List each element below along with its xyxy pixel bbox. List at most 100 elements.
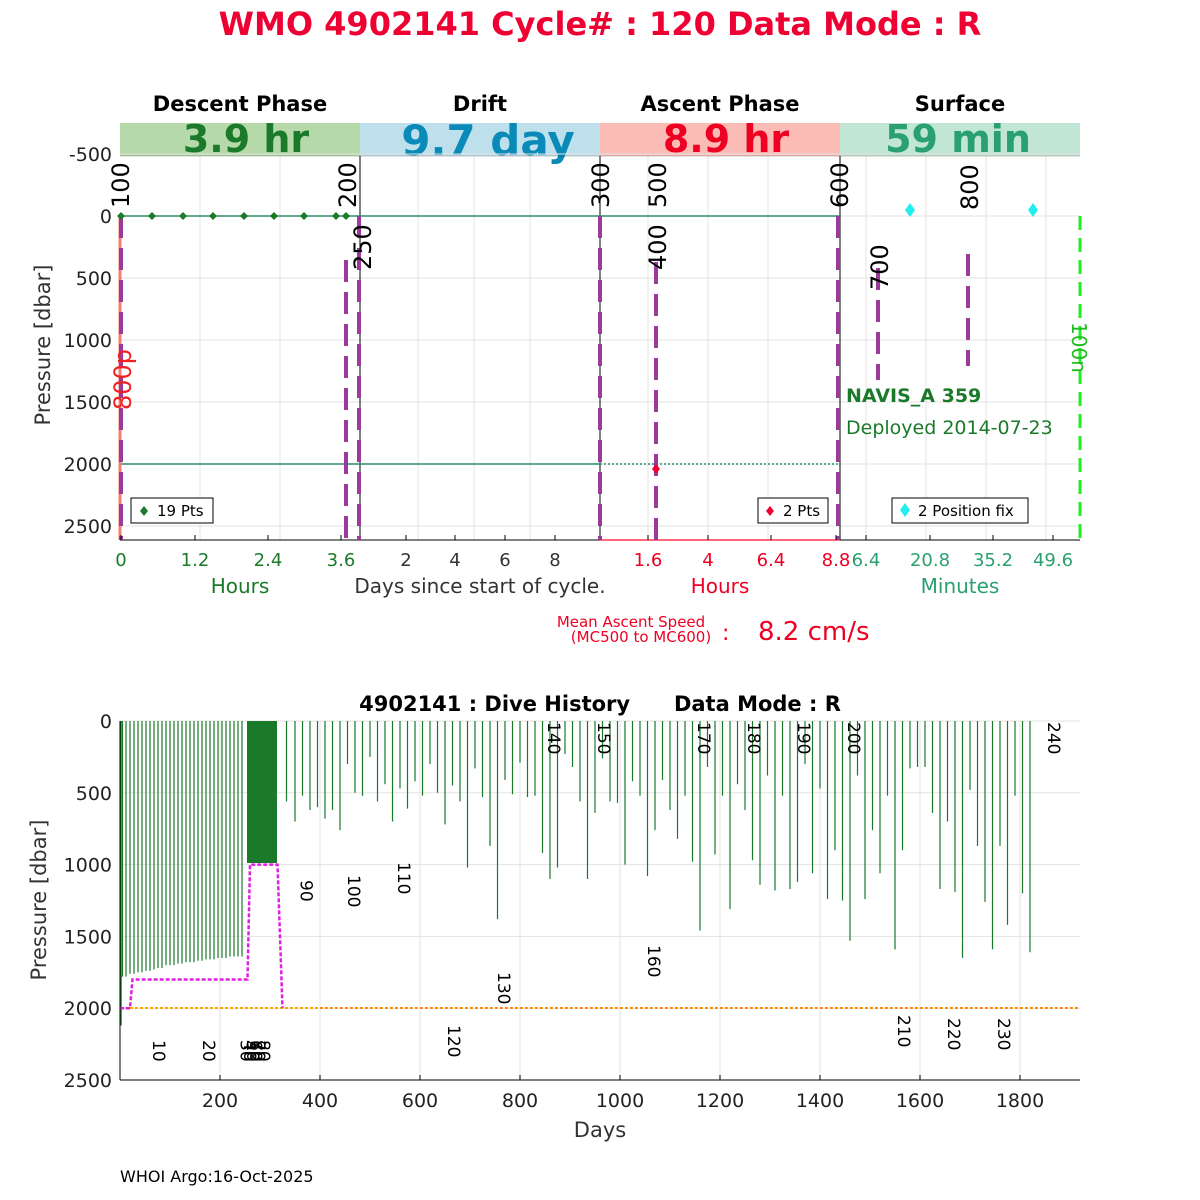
xlabel-drift: Days since start of cycle. (354, 574, 605, 598)
bottom-x-tick-label: 200 (202, 1090, 238, 1112)
top-x-tick-label: 3.6 (327, 550, 356, 571)
xlabel-surface: Minutes (921, 574, 1000, 598)
top-y-tick-label: 0 (100, 206, 112, 228)
page-title: WMO 4902141 Cycle# : 120 Data Mode : R (219, 5, 982, 43)
legend-surface-marker (900, 503, 910, 517)
mc-label-400: 400 (644, 224, 672, 270)
cycle-number-label: 190 (793, 722, 813, 754)
cycle-number-label: 160 (643, 945, 663, 977)
mc-label-800: 800 (956, 164, 984, 210)
cycle-number-label: 150 (593, 722, 613, 754)
bottom-x-tick-label: 1200 (696, 1090, 744, 1112)
descent-points (117, 212, 350, 220)
position-fix-2 (1028, 203, 1038, 217)
cycle-number-label: 200 (843, 722, 863, 754)
descent-point (300, 212, 308, 220)
bottom-x-tick-label: 800 (502, 1090, 538, 1112)
top-y-tick-label: 1500 (64, 392, 112, 414)
mc-label-600: 600 (826, 162, 854, 208)
phase-banner-surface (840, 123, 1080, 156)
top-x-tick-label: 8 (549, 550, 560, 571)
top-x-tick-label: 6 (499, 550, 510, 571)
dive-history-title: 4902141 : Dive History Data Mode : R (359, 692, 841, 716)
top-x-ticks: 0 1.2 2.4 3.6 2 4 6 8 1.6 4 6.4 8.8 6.4 20.8 35.2 49.6 (115, 535, 1073, 571)
top-x-tick-label: 4 (702, 550, 713, 571)
top-x-tick-label: 20.8 (910, 550, 950, 571)
cycle-number-label: 80 (253, 1040, 273, 1062)
cycle-number-label: 30 (236, 1040, 256, 1062)
xlabel-ascent: Hours (691, 574, 750, 598)
bottom-x-axis-label: Days (574, 1118, 626, 1142)
top-y-tick-label: 2500 (64, 516, 112, 538)
top-x-tick-label: 4 (449, 550, 460, 571)
mean-ascent-value: 8.2 cm/s (758, 617, 870, 647)
cycle-number-label: 210 (893, 1015, 913, 1047)
position-fix-1 (905, 203, 915, 217)
bottom-x-tick-label: 1400 (796, 1090, 844, 1112)
phase-banner-ascent (600, 123, 840, 156)
legend-descent-marker (140, 506, 148, 516)
descent-point (148, 212, 156, 220)
bottom-x-tick-label: 1800 (996, 1090, 1044, 1112)
cycle-number-label: 10 (148, 1040, 168, 1062)
cycle-number-label: 130 (493, 972, 513, 1004)
bottom-y-tick-label: 0 (100, 711, 112, 733)
cycle-number-label: 40 (239, 1040, 259, 1062)
cycle-number-label: 110 (393, 862, 413, 894)
top-y-tick-label: 1000 (64, 330, 112, 352)
top-y-ticks: -500 0 500 1000 1500 2000 2500 (64, 144, 112, 538)
legend-surface-box (891, 497, 1029, 524)
phase-label-ascent: Ascent Phase (641, 92, 800, 116)
deployed-date: Deployed 2014-07-23 (846, 417, 1053, 439)
cycle-number-label: 170 (693, 722, 713, 754)
bottom-x-tick-label: 1600 (896, 1090, 944, 1112)
cycle-number-label: 50 (242, 1040, 262, 1062)
mean-ascent-label-2: (MC500 to MC600) (571, 628, 711, 646)
phase-banner-drift (360, 123, 600, 156)
cycle-number-label: 90 (296, 880, 316, 902)
top-x-tick-label: 35.2 (973, 550, 1013, 571)
top-x-tick-label: 0 (115, 550, 126, 571)
descent-point (270, 212, 278, 220)
bottom-x-tick-label: 400 (302, 1090, 338, 1112)
cycle-number-label: 230 (993, 1018, 1013, 1050)
side-label-right: 100n (1067, 322, 1091, 373)
dense-profile-block (247, 721, 277, 863)
legend-ascent-text: 2 Pts (783, 502, 820, 520)
bottom-y-tick-label: 2000 (64, 998, 112, 1020)
legend-surface-text: 2 Position fix (918, 502, 1014, 520)
bottom-x-tick-label: 1000 (596, 1090, 644, 1112)
top-y-tick-label: 500 (76, 268, 112, 290)
bottom-y-tick-label: 1000 (64, 855, 112, 877)
top-x-tick-label: 2.4 (254, 550, 283, 571)
cycle-timeline-chart: Descent Phase Drift Ascent Phase Surface… (31, 92, 1091, 647)
dive-history-chart: 4902141 : Dive History Data Mode : R 10 2… (27, 692, 1080, 1142)
dive-history-bars (120, 721, 1031, 1026)
legend-descent-text: 19 Pts (157, 502, 204, 520)
mean-ascent-label-1: Mean Ascent Speed (557, 613, 705, 631)
top-y-tick-label: -500 (69, 144, 112, 166)
top-x-tick-label: 2 (400, 550, 411, 571)
top-x-tick-label: 6.4 (757, 550, 786, 571)
cycle-number-label: 20 (198, 1040, 218, 1062)
top-x-tick-label: 1.6 (634, 550, 663, 571)
mc-label-500: 500 (644, 162, 672, 208)
mc-label-700: 700 (866, 244, 894, 290)
phase-duration-drift: 9.7 day (401, 116, 575, 165)
top-x-tick-label: 8.8 (822, 550, 851, 571)
top-x-tick-label: 6.4 (852, 550, 881, 571)
cycle-number-label: 140 (543, 722, 563, 754)
side-label-left: 800p (109, 349, 137, 410)
mc-label-300: 300 (587, 162, 615, 208)
descent-point (117, 212, 125, 220)
top-x-tick-label: 49.6 (1033, 550, 1073, 571)
bottom-x-tick-label: 600 (402, 1090, 438, 1112)
float-name: NAVIS_A 359 (846, 385, 981, 407)
park-pressure-step-line (120, 863, 284, 1010)
footer-credit: WHOI Argo:16-Oct-2025 (120, 1167, 314, 1186)
cycle-number-label: 220 (943, 1018, 963, 1050)
phase-label-descent: Descent Phase (153, 92, 327, 116)
mean-ascent-colon: : (722, 621, 729, 646)
